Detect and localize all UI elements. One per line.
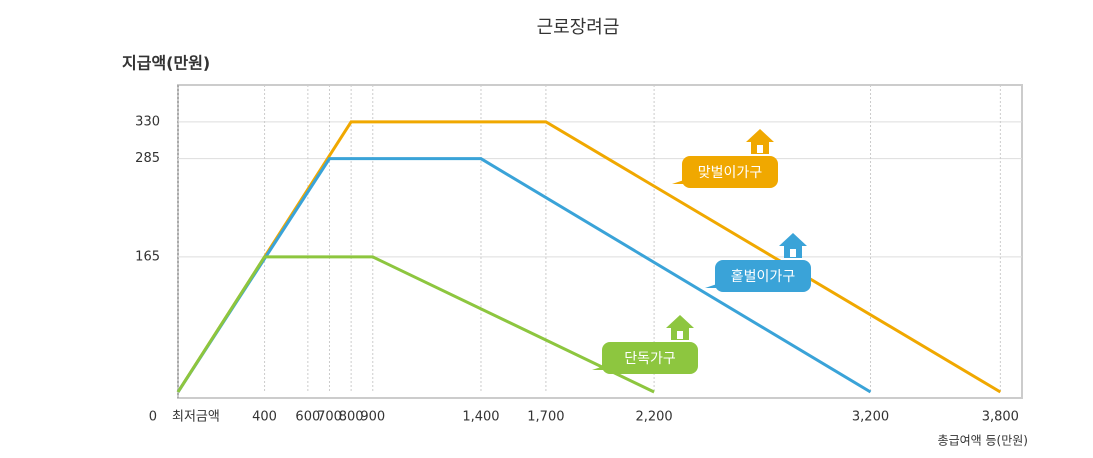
x-tick-label: 2,200 (635, 410, 672, 425)
chart-title: 근로장려금 (537, 17, 620, 38)
series-label: 홑벌이가구 (705, 233, 811, 292)
y-tick-label: 285 (135, 151, 160, 166)
label-box (715, 260, 811, 292)
x-tick-label: 1,700 (527, 410, 564, 425)
x-axis-label: 총급여액 등(만원) (938, 434, 1028, 448)
x-tick-label: 1,400 (462, 410, 499, 425)
x-tick-label: 900 (360, 410, 385, 425)
label-box (682, 156, 778, 188)
label-text: 단독가구 (624, 351, 676, 367)
label-text: 맞벌이가구 (698, 165, 763, 181)
y-axis-label: 지급액(만원) (122, 54, 210, 73)
house-icon (779, 233, 807, 258)
y-tick-label: 330 (135, 114, 160, 129)
x-tick-label: 400 (252, 410, 277, 425)
x-tick-label: 최저금액 (172, 410, 220, 425)
label-text: 홑벌이가구 (731, 269, 796, 285)
x-tick-label: 600 (295, 410, 320, 425)
house-icon (746, 129, 774, 154)
house-door (790, 249, 796, 257)
x-tick-label: 3,200 (852, 410, 889, 425)
house-door (757, 145, 763, 153)
house-door (677, 331, 683, 339)
series-label: 단독가구 (592, 315, 698, 374)
series-label: 맞벌이가구 (672, 129, 778, 188)
y-tick-label: 0 (149, 410, 157, 425)
x-tick-label: 800 (339, 410, 364, 425)
x-tick-label: 3,800 (982, 410, 1019, 425)
x-tick-label: 700 (317, 410, 342, 425)
series-line (176, 255, 655, 394)
plot-frame (177, 84, 1023, 399)
y-tick-label: 165 (135, 249, 160, 264)
house-icon (666, 315, 694, 340)
label-box (602, 342, 698, 374)
